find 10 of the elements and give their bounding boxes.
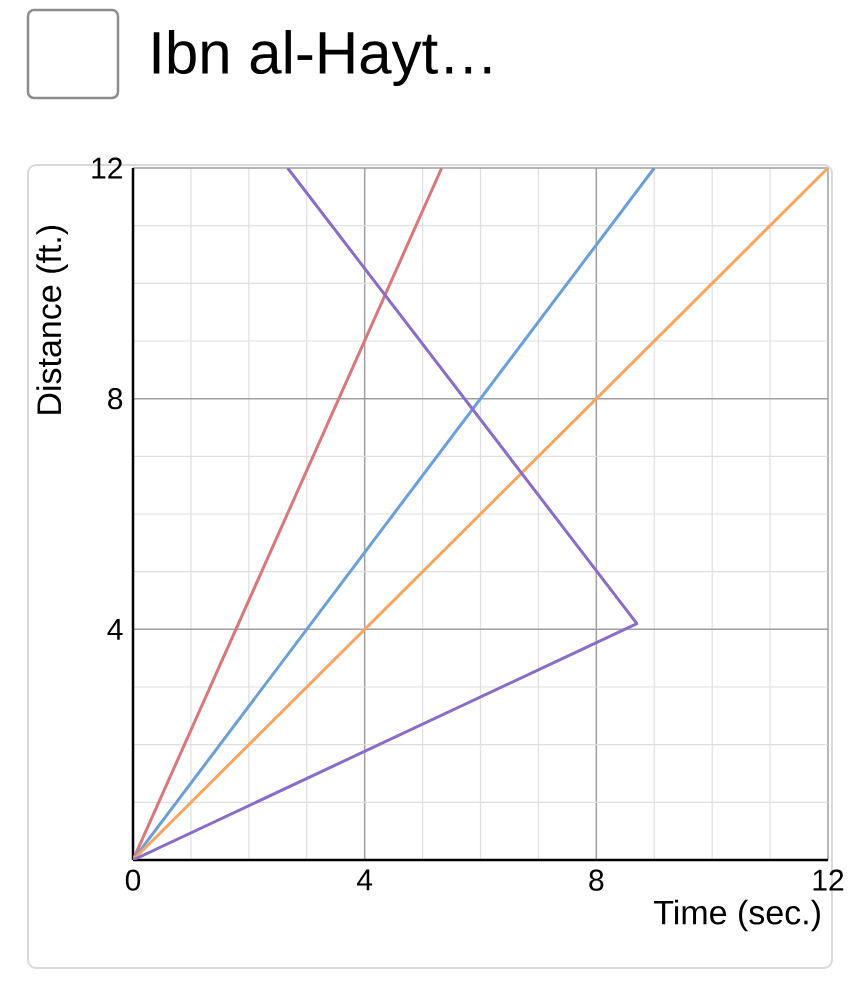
x-axis-title: Time (sec.)	[654, 899, 820, 932]
y-axis-title: Distance (ft.)	[36, 226, 68, 414]
x-tick-label: 4	[357, 869, 373, 891]
x-tick-label: 12	[813, 869, 844, 891]
chart-title: Ibn al-Hayt…	[153, 30, 491, 86]
x-tick-label: 0	[125, 869, 141, 891]
y-tick-label: 4	[107, 619, 123, 640]
y-tick-label: 12	[92, 157, 122, 179]
y-tick-label: 8	[108, 388, 123, 410]
x-tick-label: 8	[589, 869, 604, 891]
